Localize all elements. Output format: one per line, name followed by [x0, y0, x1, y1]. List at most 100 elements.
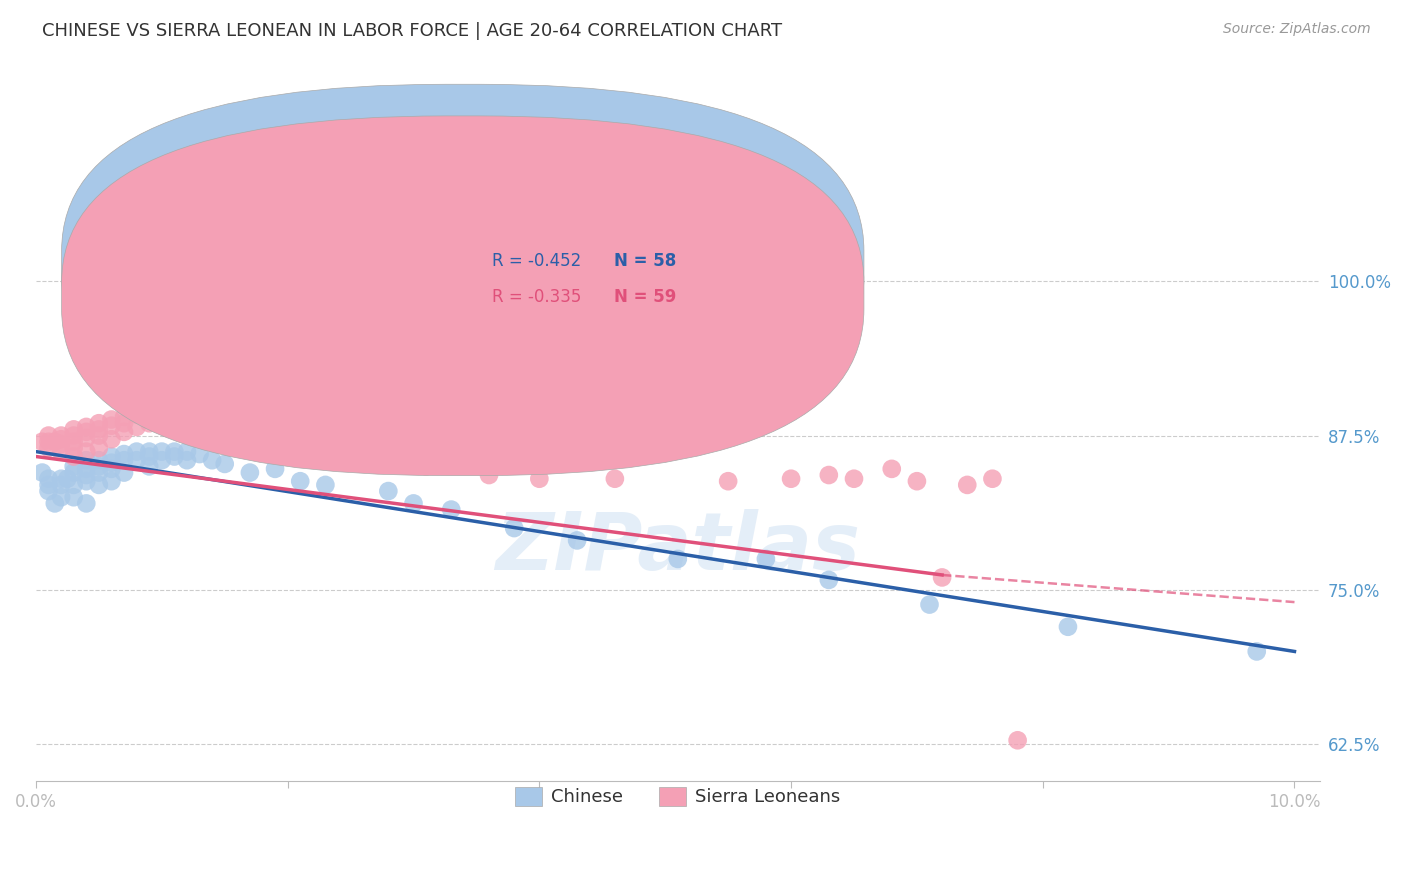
Point [75, 420, 97, 434]
Point [38, 472, 60, 486]
Point [290, 474, 312, 488]
Point [56, 472, 79, 486]
Point [38, 428, 60, 442]
Text: R = -0.335: R = -0.335 [492, 288, 581, 306]
Text: N = 58: N = 58 [613, 252, 676, 270]
Point [603, 472, 626, 486]
Point [842, 472, 865, 486]
FancyBboxPatch shape [62, 84, 863, 444]
Point [44, 496, 66, 510]
Point [62, 434, 84, 449]
Point [717, 474, 740, 488]
Point [176, 444, 198, 458]
Point [478, 468, 501, 483]
Point [565, 533, 588, 548]
Text: ZIPatlas: ZIPatlas [495, 508, 860, 587]
Point [44, 434, 66, 449]
Point [75, 496, 97, 510]
Point [163, 412, 186, 426]
Point [112, 425, 135, 439]
Text: Source: ZipAtlas.com: Source: ZipAtlas.com [1223, 22, 1371, 37]
Point [301, 447, 323, 461]
Point [214, 422, 236, 436]
Point [402, 496, 425, 510]
Point [817, 468, 839, 483]
Point [87, 453, 110, 467]
Point [905, 474, 928, 488]
Point [1007, 733, 1029, 747]
Point [75, 474, 97, 488]
Point [880, 462, 903, 476]
Point [87, 478, 110, 492]
Point [100, 462, 122, 476]
Legend: Chinese, Sierra Leoneans: Chinese, Sierra Leoneans [508, 780, 848, 814]
Point [49, 478, 72, 492]
Point [918, 598, 941, 612]
Point [49, 472, 72, 486]
Point [188, 418, 211, 433]
Point [125, 453, 148, 467]
Point [176, 416, 198, 430]
Point [931, 570, 953, 584]
Point [780, 472, 803, 486]
Point [75, 468, 97, 483]
Point [87, 459, 110, 474]
Point [38, 478, 60, 492]
Point [377, 484, 399, 499]
Point [100, 456, 122, 470]
Point [956, 478, 979, 492]
Point [31, 466, 53, 480]
Point [62, 466, 84, 480]
Point [75, 453, 97, 467]
Point [239, 466, 262, 480]
Point [100, 412, 122, 426]
Point [62, 459, 84, 474]
Point [62, 422, 84, 436]
Point [264, 462, 287, 476]
Point [163, 450, 186, 464]
Point [49, 437, 72, 451]
Point [62, 478, 84, 492]
Point [666, 552, 689, 566]
Point [214, 457, 236, 471]
Point [138, 459, 160, 474]
Point [138, 408, 160, 422]
Point [150, 453, 173, 467]
Point [31, 434, 53, 449]
Point [176, 453, 198, 467]
Point [755, 552, 778, 566]
Point [38, 484, 60, 499]
Text: CHINESE VS SIERRA LEONEAN IN LABOR FORCE | AGE 20-64 CORRELATION CHART: CHINESE VS SIERRA LEONEAN IN LABOR FORCE… [42, 22, 782, 40]
Point [75, 462, 97, 476]
Point [138, 450, 160, 464]
Point [75, 431, 97, 445]
Point [49, 444, 72, 458]
Point [112, 314, 135, 328]
Point [1057, 620, 1080, 634]
Point [87, 428, 110, 442]
Point [125, 444, 148, 458]
Point [87, 416, 110, 430]
Point [62, 428, 84, 442]
FancyBboxPatch shape [62, 116, 863, 475]
Point [75, 425, 97, 439]
Point [264, 441, 287, 455]
Point [75, 444, 97, 458]
Point [100, 432, 122, 446]
Point [125, 408, 148, 422]
Point [150, 444, 173, 458]
Point [49, 490, 72, 504]
Point [364, 450, 387, 464]
Point [339, 453, 361, 467]
Point [87, 422, 110, 436]
Point [1246, 644, 1268, 658]
Point [38, 441, 60, 455]
Text: N = 59: N = 59 [613, 288, 676, 306]
Point [112, 410, 135, 425]
Point [201, 453, 224, 467]
Point [62, 490, 84, 504]
Point [49, 428, 72, 442]
Point [817, 573, 839, 587]
Point [163, 444, 186, 458]
Point [112, 416, 135, 430]
